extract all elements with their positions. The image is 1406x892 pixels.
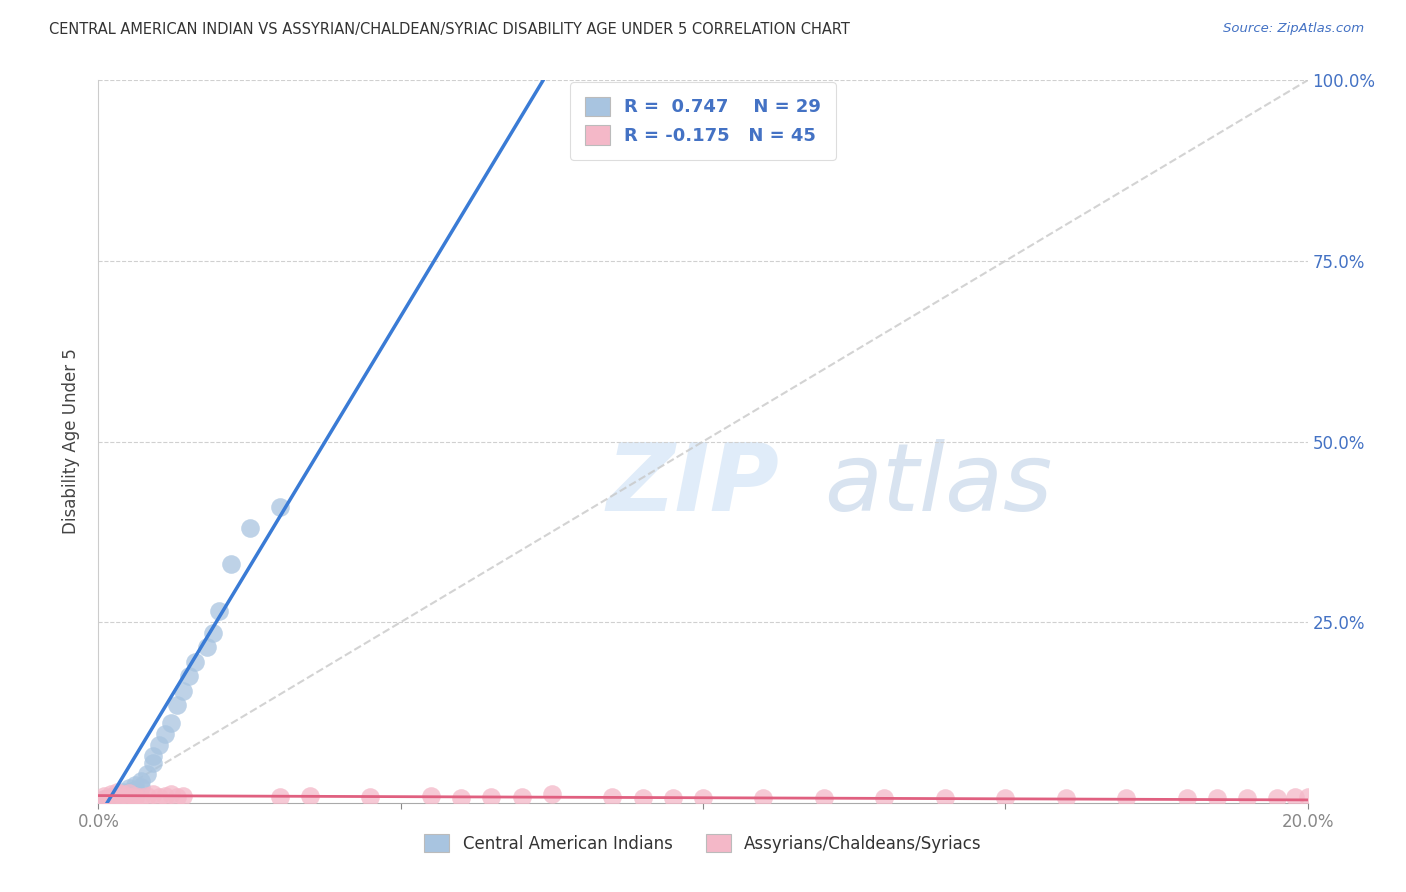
Point [602,790,624,805]
Point [1267,791,1289,805]
Point [93,792,115,806]
Point [166,790,188,805]
Point [450,791,472,805]
Point [118,781,141,796]
Point [166,698,188,713]
Point [124,789,146,803]
Point [93,789,115,803]
Point [661,791,683,805]
Point [184,655,207,669]
Point [124,782,146,797]
Point [160,787,183,801]
Point [118,785,141,799]
Point [105,789,128,803]
Point [142,748,165,763]
Text: Source: ZipAtlas.com: Source: ZipAtlas.com [1223,22,1364,36]
Point [135,767,157,781]
Point [692,791,714,805]
Point [93,792,115,806]
Point [111,787,134,801]
Legend: Central American Indians, Assyrians/Chaldeans/Syriacs: Central American Indians, Assyrians/Chal… [418,828,988,860]
Point [269,500,291,514]
Point [124,791,146,805]
Point [153,727,176,741]
Point [269,790,291,805]
Point [1054,791,1077,805]
Point [631,791,654,805]
Point [142,787,165,801]
Text: CENTRAL AMERICAN INDIAN VS ASSYRIAN/CHALDEAN/SYRIAC DISABILITY AGE UNDER 5 CORRE: CENTRAL AMERICAN INDIAN VS ASSYRIAN/CHAL… [49,22,851,37]
Point [129,780,152,794]
Point [148,790,170,805]
Point [934,791,956,805]
Point [142,756,165,770]
Point [148,738,170,752]
Point [118,790,141,805]
Point [420,789,443,803]
Point [135,789,157,803]
Point [299,789,322,803]
Point [208,604,231,618]
Point [1206,791,1229,805]
Point [111,791,134,805]
Point [1296,790,1319,805]
Point [813,791,835,805]
Point [118,786,141,800]
Text: atlas: atlas [824,440,1052,531]
Point [172,683,194,698]
Point [105,791,128,805]
Point [160,716,183,731]
Point [129,790,152,805]
Point [124,778,146,792]
Point [994,791,1017,805]
Point [481,790,503,805]
Point [752,791,775,805]
Point [202,626,225,640]
Point [100,787,122,801]
Point [1115,791,1137,805]
Point [195,640,218,655]
Text: ZIP: ZIP [606,439,779,531]
Point [510,790,533,805]
Point [100,790,122,805]
Point [100,792,122,806]
Point [239,521,262,535]
Point [1175,791,1198,805]
Point [873,791,896,805]
Point [111,787,134,801]
Point [172,789,194,803]
Point [360,790,382,805]
Y-axis label: Disability Age Under 5: Disability Age Under 5 [62,349,80,534]
Point [540,787,562,801]
Point [111,785,134,799]
Point [1284,790,1306,805]
Point [1236,791,1258,805]
Point [221,558,243,572]
Point [100,792,122,806]
Point [105,790,128,805]
Point [129,774,152,789]
Point [179,669,201,683]
Point [105,785,128,799]
Point [153,789,176,803]
